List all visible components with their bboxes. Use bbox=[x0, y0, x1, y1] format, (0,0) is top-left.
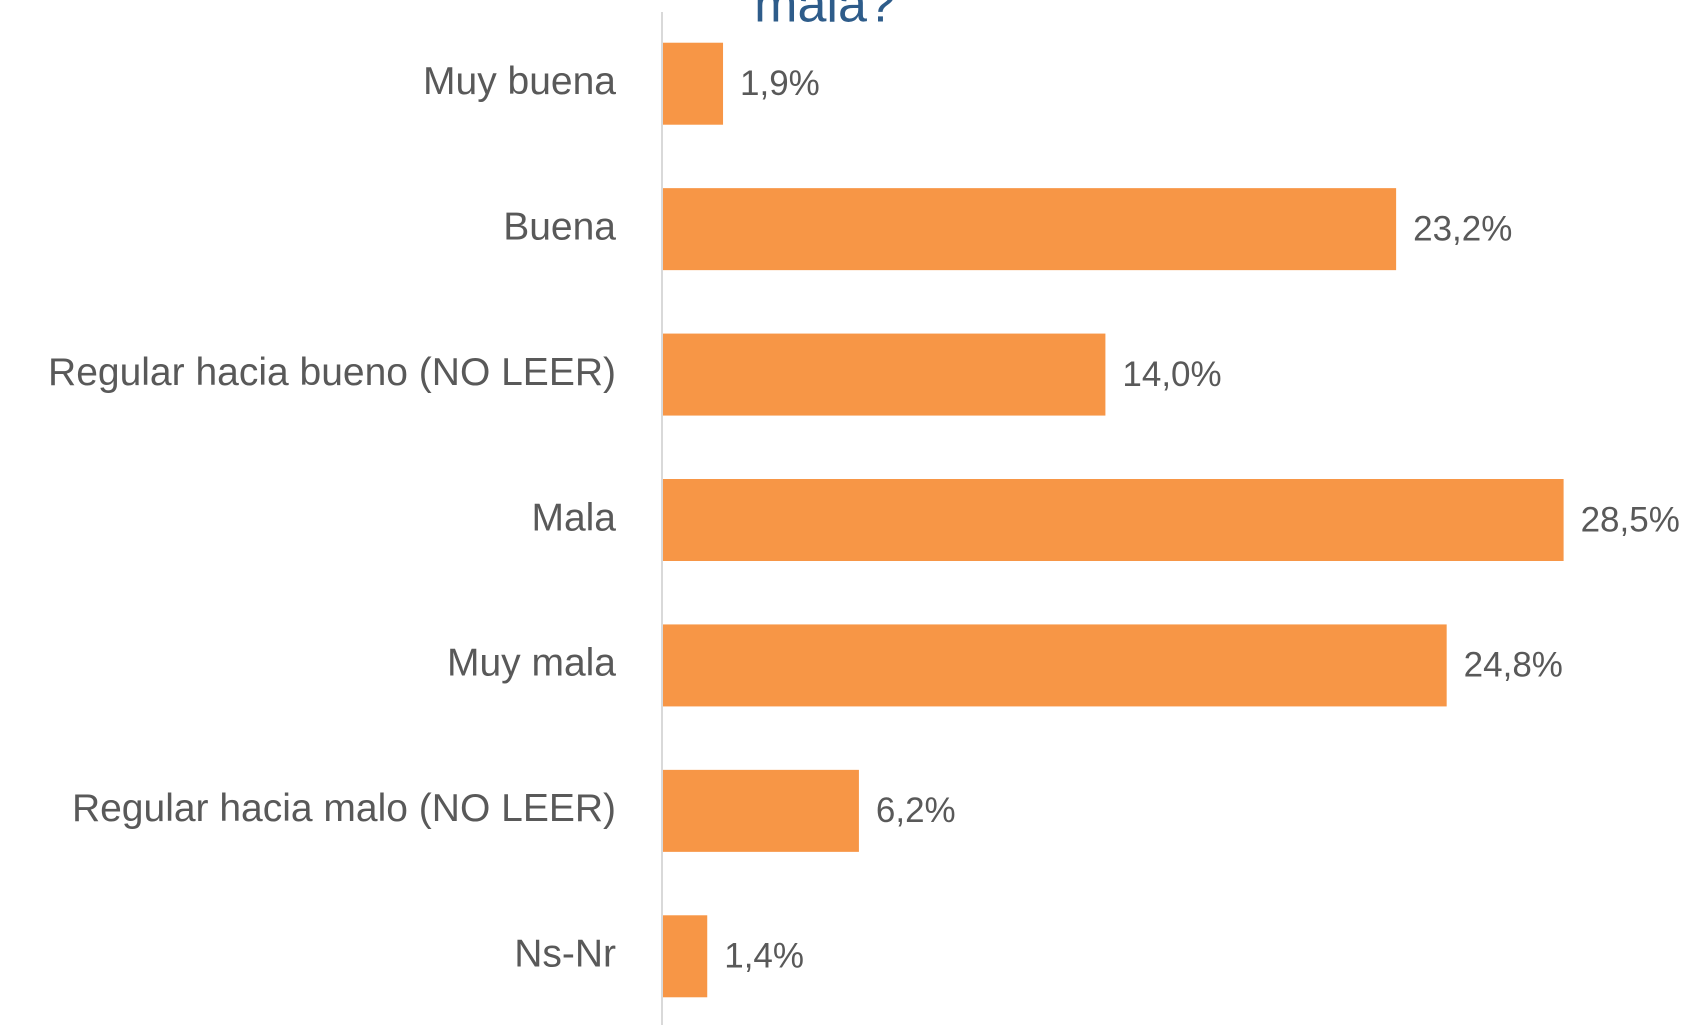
bar bbox=[663, 915, 708, 998]
data-label: 24,8% bbox=[1464, 646, 1563, 685]
bar bbox=[663, 769, 859, 852]
data-label: 1,4% bbox=[724, 937, 804, 976]
chart-title: mala? bbox=[754, 0, 896, 34]
data-label: 28,5% bbox=[1581, 500, 1680, 539]
data-label: 6,2% bbox=[876, 791, 956, 830]
bar bbox=[663, 42, 724, 125]
bar bbox=[663, 624, 1447, 707]
category-label: Ns-Nr bbox=[514, 933, 616, 976]
category-label: Mala bbox=[531, 496, 616, 539]
category-label: Muy buena bbox=[423, 60, 616, 103]
bar bbox=[663, 479, 1564, 561]
bar bbox=[663, 333, 1106, 416]
category-label: Regular hacia malo (NO LEER) bbox=[72, 787, 616, 830]
data-label: 23,2% bbox=[1413, 209, 1512, 248]
category-label: Muy mala bbox=[447, 642, 616, 685]
category-label: Buena bbox=[503, 205, 616, 248]
category-label: Regular hacia bueno (NO LEER) bbox=[48, 351, 616, 394]
data-label: 14,0% bbox=[1122, 355, 1221, 394]
data-label: 1,9% bbox=[740, 64, 820, 103]
bar bbox=[663, 188, 1397, 271]
